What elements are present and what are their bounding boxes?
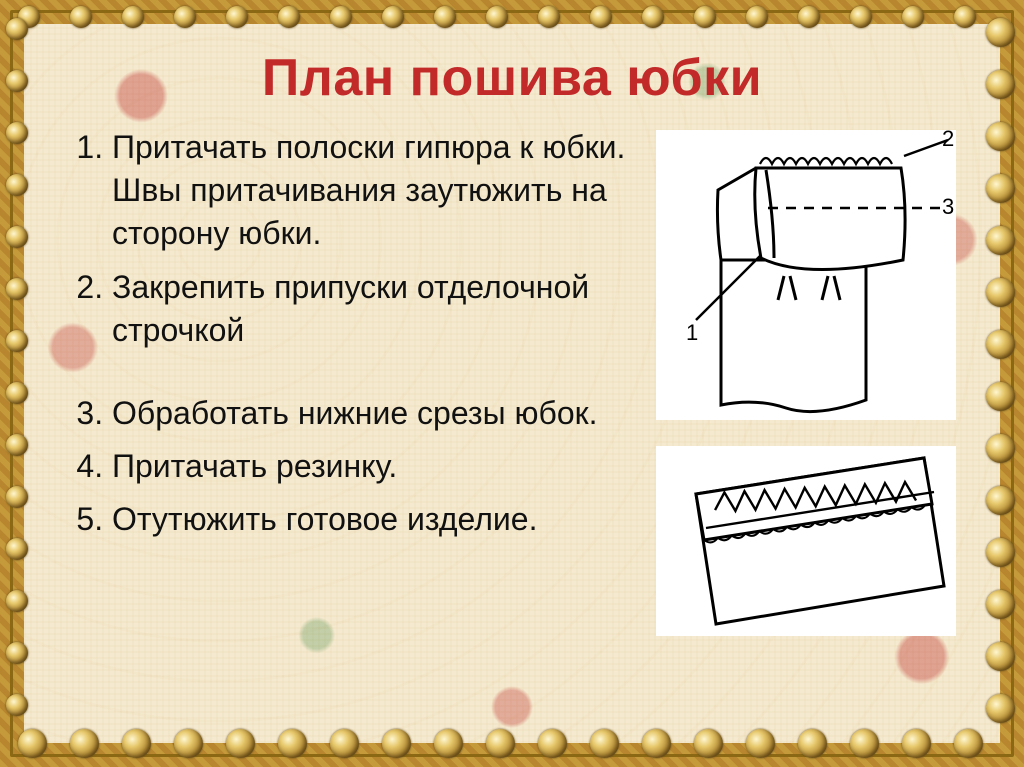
label-3: 3 <box>942 194 954 219</box>
frame-ornament <box>70 729 99 758</box>
frame-ornament <box>986 174 1015 203</box>
frame-ornament <box>174 729 203 758</box>
frame-ornament <box>590 6 612 28</box>
frame-ornament <box>538 729 567 758</box>
frame-ornament <box>70 6 92 28</box>
frame-ornament <box>850 6 872 28</box>
frame-ornament <box>278 6 300 28</box>
frame-ornament <box>6 434 28 456</box>
frame-ornament <box>986 590 1015 619</box>
frame-ornament <box>6 330 28 352</box>
frame-ornament <box>986 382 1015 411</box>
frame-ornament <box>986 70 1015 99</box>
slide-body: План пошива юбки Притачать полоски гипюр… <box>24 24 1000 743</box>
frame-ornament <box>850 729 879 758</box>
step-item: Отутюжить готовое изделие. <box>112 498 636 541</box>
figures-column: 2 3 1 <box>656 130 956 636</box>
frame-ornament <box>226 729 255 758</box>
frame-ornament <box>986 330 1015 359</box>
frame-ornament <box>6 642 28 664</box>
frame-ornament <box>986 278 1015 307</box>
frame-ornament <box>122 729 151 758</box>
frame-ornament <box>642 729 671 758</box>
frame-ornament <box>434 6 456 28</box>
frame-ornament <box>6 18 28 40</box>
steps-list: Притачать полоски гипюра к юбки. Швы при… <box>68 126 636 636</box>
frame-ornament <box>954 729 983 758</box>
frame-ornament <box>6 590 28 612</box>
frame-ornament <box>6 486 28 508</box>
step-item: Закрепить припуски отделочной строчкой <box>112 266 636 382</box>
frame-ornament <box>486 6 508 28</box>
frame-ornament <box>986 18 1015 47</box>
frame-ornament <box>798 6 820 28</box>
frame-ornament <box>6 694 28 716</box>
page-title: План пошива юбки <box>68 48 956 108</box>
frame-ornament <box>122 6 144 28</box>
frame-ornament <box>330 729 359 758</box>
frame-ornament <box>330 6 352 28</box>
frame-ornament <box>986 226 1015 255</box>
frame-ornament <box>986 642 1015 671</box>
frame-ornament <box>382 729 411 758</box>
frame-ornament <box>746 6 768 28</box>
frame-ornament <box>954 6 976 28</box>
step-item: Притачать резинку. <box>112 445 636 488</box>
frame-ornament <box>746 729 775 758</box>
frame-ornament <box>986 694 1015 723</box>
frame-ornament <box>798 729 827 758</box>
step-item: Притачать полоски гипюра к юбки. Швы при… <box>112 126 636 256</box>
frame-ornament <box>6 226 28 248</box>
frame-ornament <box>226 6 248 28</box>
frame-ornament <box>434 729 463 758</box>
label-1: 1 <box>686 320 698 345</box>
frame-ornament <box>6 538 28 560</box>
frame-ornament <box>642 6 664 28</box>
frame-ornament <box>902 729 931 758</box>
frame-ornament <box>902 6 924 28</box>
frame-ornament <box>18 729 47 758</box>
content-row: Притачать полоски гипюра к юбки. Швы при… <box>68 126 956 636</box>
frame-ornament <box>6 70 28 92</box>
hem-svg <box>656 446 956 636</box>
frame-ornament <box>986 486 1015 515</box>
frame-ornament <box>278 729 307 758</box>
frame-ornament <box>382 6 404 28</box>
frame-ornament <box>986 434 1015 463</box>
figure-seam-diagram: 2 3 1 <box>656 130 956 420</box>
frame-ornament <box>6 278 28 300</box>
frame-ornament <box>694 729 723 758</box>
frame-ornament <box>590 729 619 758</box>
step-item: Обработать нижние срезы юбок. <box>112 392 636 435</box>
label-2: 2 <box>942 130 954 151</box>
frame-ornament <box>174 6 196 28</box>
frame-ornament <box>6 122 28 144</box>
frame-ornament <box>538 6 560 28</box>
frame-ornament <box>6 174 28 196</box>
frame-ornament <box>986 538 1015 567</box>
figure-hem-diagram <box>656 446 956 636</box>
frame-ornament <box>486 729 515 758</box>
frame-ornament <box>986 122 1015 151</box>
decorative-frame: План пошива юбки Притачать полоски гипюр… <box>0 0 1024 767</box>
seam-svg: 2 3 1 <box>656 130 956 420</box>
frame-ornament <box>694 6 716 28</box>
frame-ornament <box>6 382 28 404</box>
